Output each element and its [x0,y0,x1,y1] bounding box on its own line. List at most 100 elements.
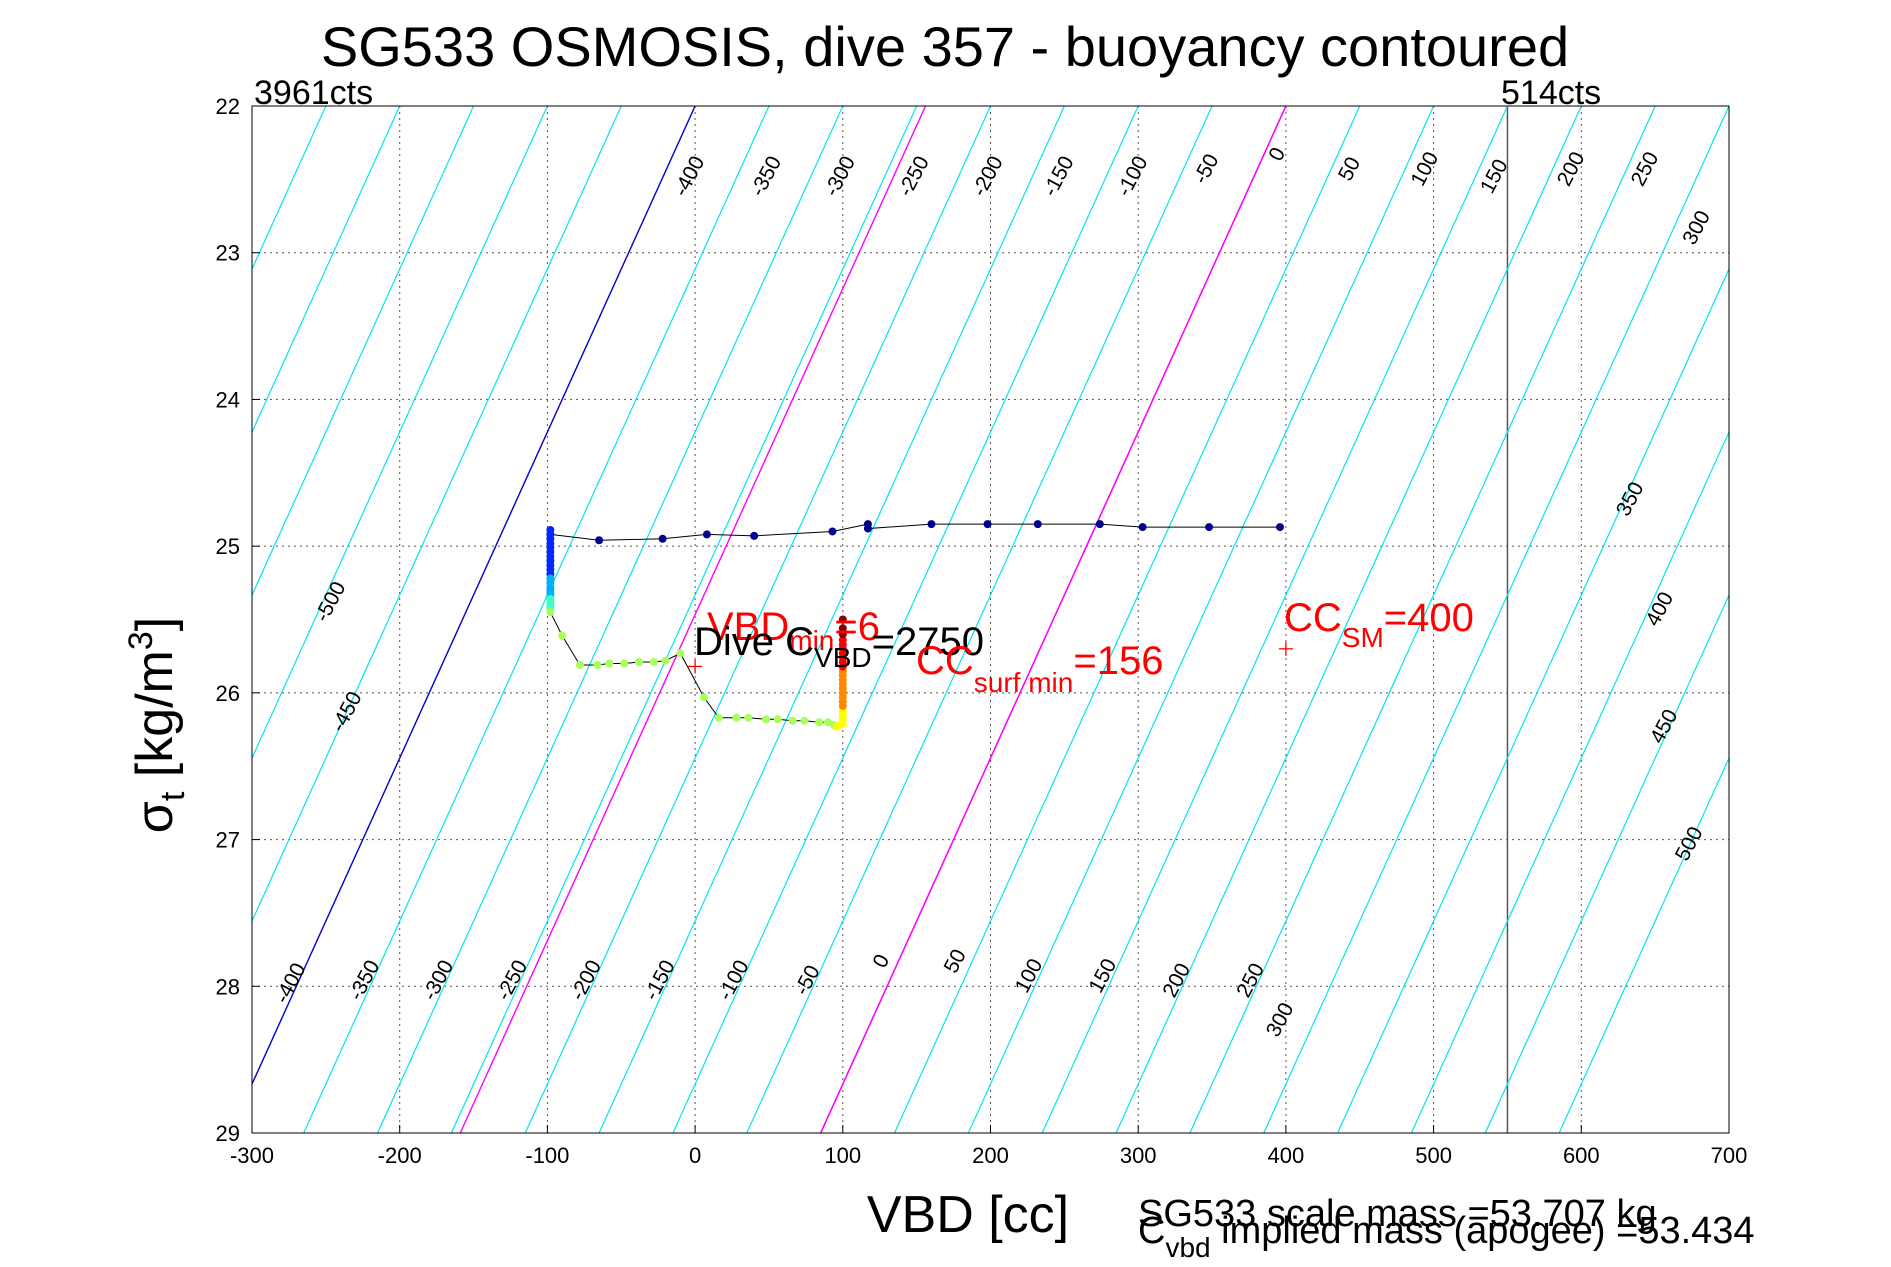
contour-line-highlight [820,106,1287,1133]
scale-mass-text: SG533 scale mass =53.707 kg [1138,1193,1657,1235]
dive-trace-point [699,693,708,702]
contour-line [1410,430,1729,1133]
dive-trace-point [1205,523,1214,532]
contour-line [1189,106,1656,1133]
dive-trace-point [620,659,629,668]
dive-trace-point [800,716,809,725]
x-tick-label: -200 [378,1143,422,1168]
contour-line [376,106,844,1133]
dive-trace-point [1095,520,1104,529]
dive-trace-point [788,716,797,725]
cc-sm-annotation: CCSM=400 [1284,596,1474,653]
contour-line [252,106,475,597]
dive-trace-point [1275,523,1284,532]
dive-trace-point [824,718,833,727]
dive-trace-point [828,527,837,536]
y-tick-label: 25 [216,534,240,559]
dive-trace [546,520,1284,731]
x-axis-label: VBD [cc] [867,1186,1069,1244]
dive-trace-point [546,608,555,617]
dive-trace-point [838,615,847,624]
dive-trace-point [593,660,602,669]
axis-ticks: -300 -200 -100 0 100 200 300 400 500 600 700 22 23 24… [216,94,1748,1168]
contour-line [1041,106,1508,1133]
contour-line [1337,267,1729,1133]
dive-trace-point [558,631,567,640]
contour-line [450,106,918,1133]
y-tick-label: 24 [216,387,240,412]
x-tick-label: -300 [230,1143,274,1168]
vbd-min-annotation: VBDmin=6 [707,605,880,656]
x-tick-label: 700 [1711,1143,1748,1168]
x-tick-label: 200 [972,1143,1009,1168]
x-tick-label: -100 [525,1143,569,1168]
y-tick-label: 26 [216,681,240,706]
contour-line [746,106,1213,1133]
contour-line [524,106,992,1133]
contour-line [1115,106,1582,1133]
dive-trace-point [983,520,992,529]
contour-line [252,106,696,1086]
x-tick-label: 400 [1268,1143,1305,1168]
y-tick-label: 28 [216,974,240,999]
dive-trace-point [661,656,670,665]
y-label-subscript: t [154,791,192,801]
dive-trace-point [676,649,685,658]
dive-trace-point [732,713,741,722]
dive-trace-point [634,658,643,667]
cc-surf-min-annotation: CCsurf min=156 [916,639,1163,698]
contour-line [252,106,548,760]
dive-trace-point [927,520,936,529]
contour-line [1484,593,1729,1133]
contour-line [967,106,1435,1133]
contour-line [893,106,1361,1133]
contour-line-highlight [459,106,927,1133]
markers [688,641,1293,674]
dive-trace-point [838,636,847,645]
dive-trace-point [744,713,753,722]
dive-trace-point [1138,523,1147,532]
right-count-label: 514cts [1501,74,1601,112]
x-tick-label: 500 [1415,1143,1452,1168]
y-tick-label: 27 [216,828,240,853]
dive-trace-point [605,659,614,668]
dive-trace-point [702,530,711,539]
buoyancy-contours [252,106,1729,1133]
implied-mass-text: Cvbd implied mass (apogee) =53.434 [1138,1210,1755,1262]
dive-trace-point [658,534,667,543]
dive-trace-point [761,715,770,724]
dive-trace-point [595,536,604,545]
y-tick-label: 29 [216,1121,240,1146]
dive-trace-point [649,658,658,667]
dive-trace-point [1033,520,1042,529]
y-tick-label: 23 [216,241,240,266]
dive-trace-point [838,630,847,639]
svg-text:σt [kg/m3]: σt [kg/m3] [122,617,192,834]
y-tick-label: 22 [216,94,240,119]
contour-line [303,106,770,1133]
x-tick-label: 0 [689,1143,701,1168]
dive-trace-point [863,520,872,529]
contour-line [1263,106,1729,1133]
dive-trace-point [575,660,584,669]
contour-line [252,106,622,923]
contour-line [252,106,401,434]
dive-trace-point [714,713,723,722]
chart-title: SG533 OSMOSIS, dive 357 - buoyancy conto… [321,15,1569,78]
dive-trace-point [750,531,759,540]
dive-cvbd-annotation: Dive CVBD=2750 [694,620,984,673]
x-tick-label: 600 [1563,1143,1600,1168]
left-count-label: 3961cts [254,74,373,112]
y-label-superscript: 3 [122,631,160,650]
grid [252,106,1729,1133]
contour-line [672,106,1139,1133]
y-label-close: ] [126,617,184,631]
x-tick-label: 300 [1120,1143,1157,1168]
dive-trace-point [773,715,782,724]
y-axis-label: σt [kg/m3] [122,617,192,834]
dive-trace-point [815,718,824,727]
x-tick-label: 100 [824,1143,861,1168]
